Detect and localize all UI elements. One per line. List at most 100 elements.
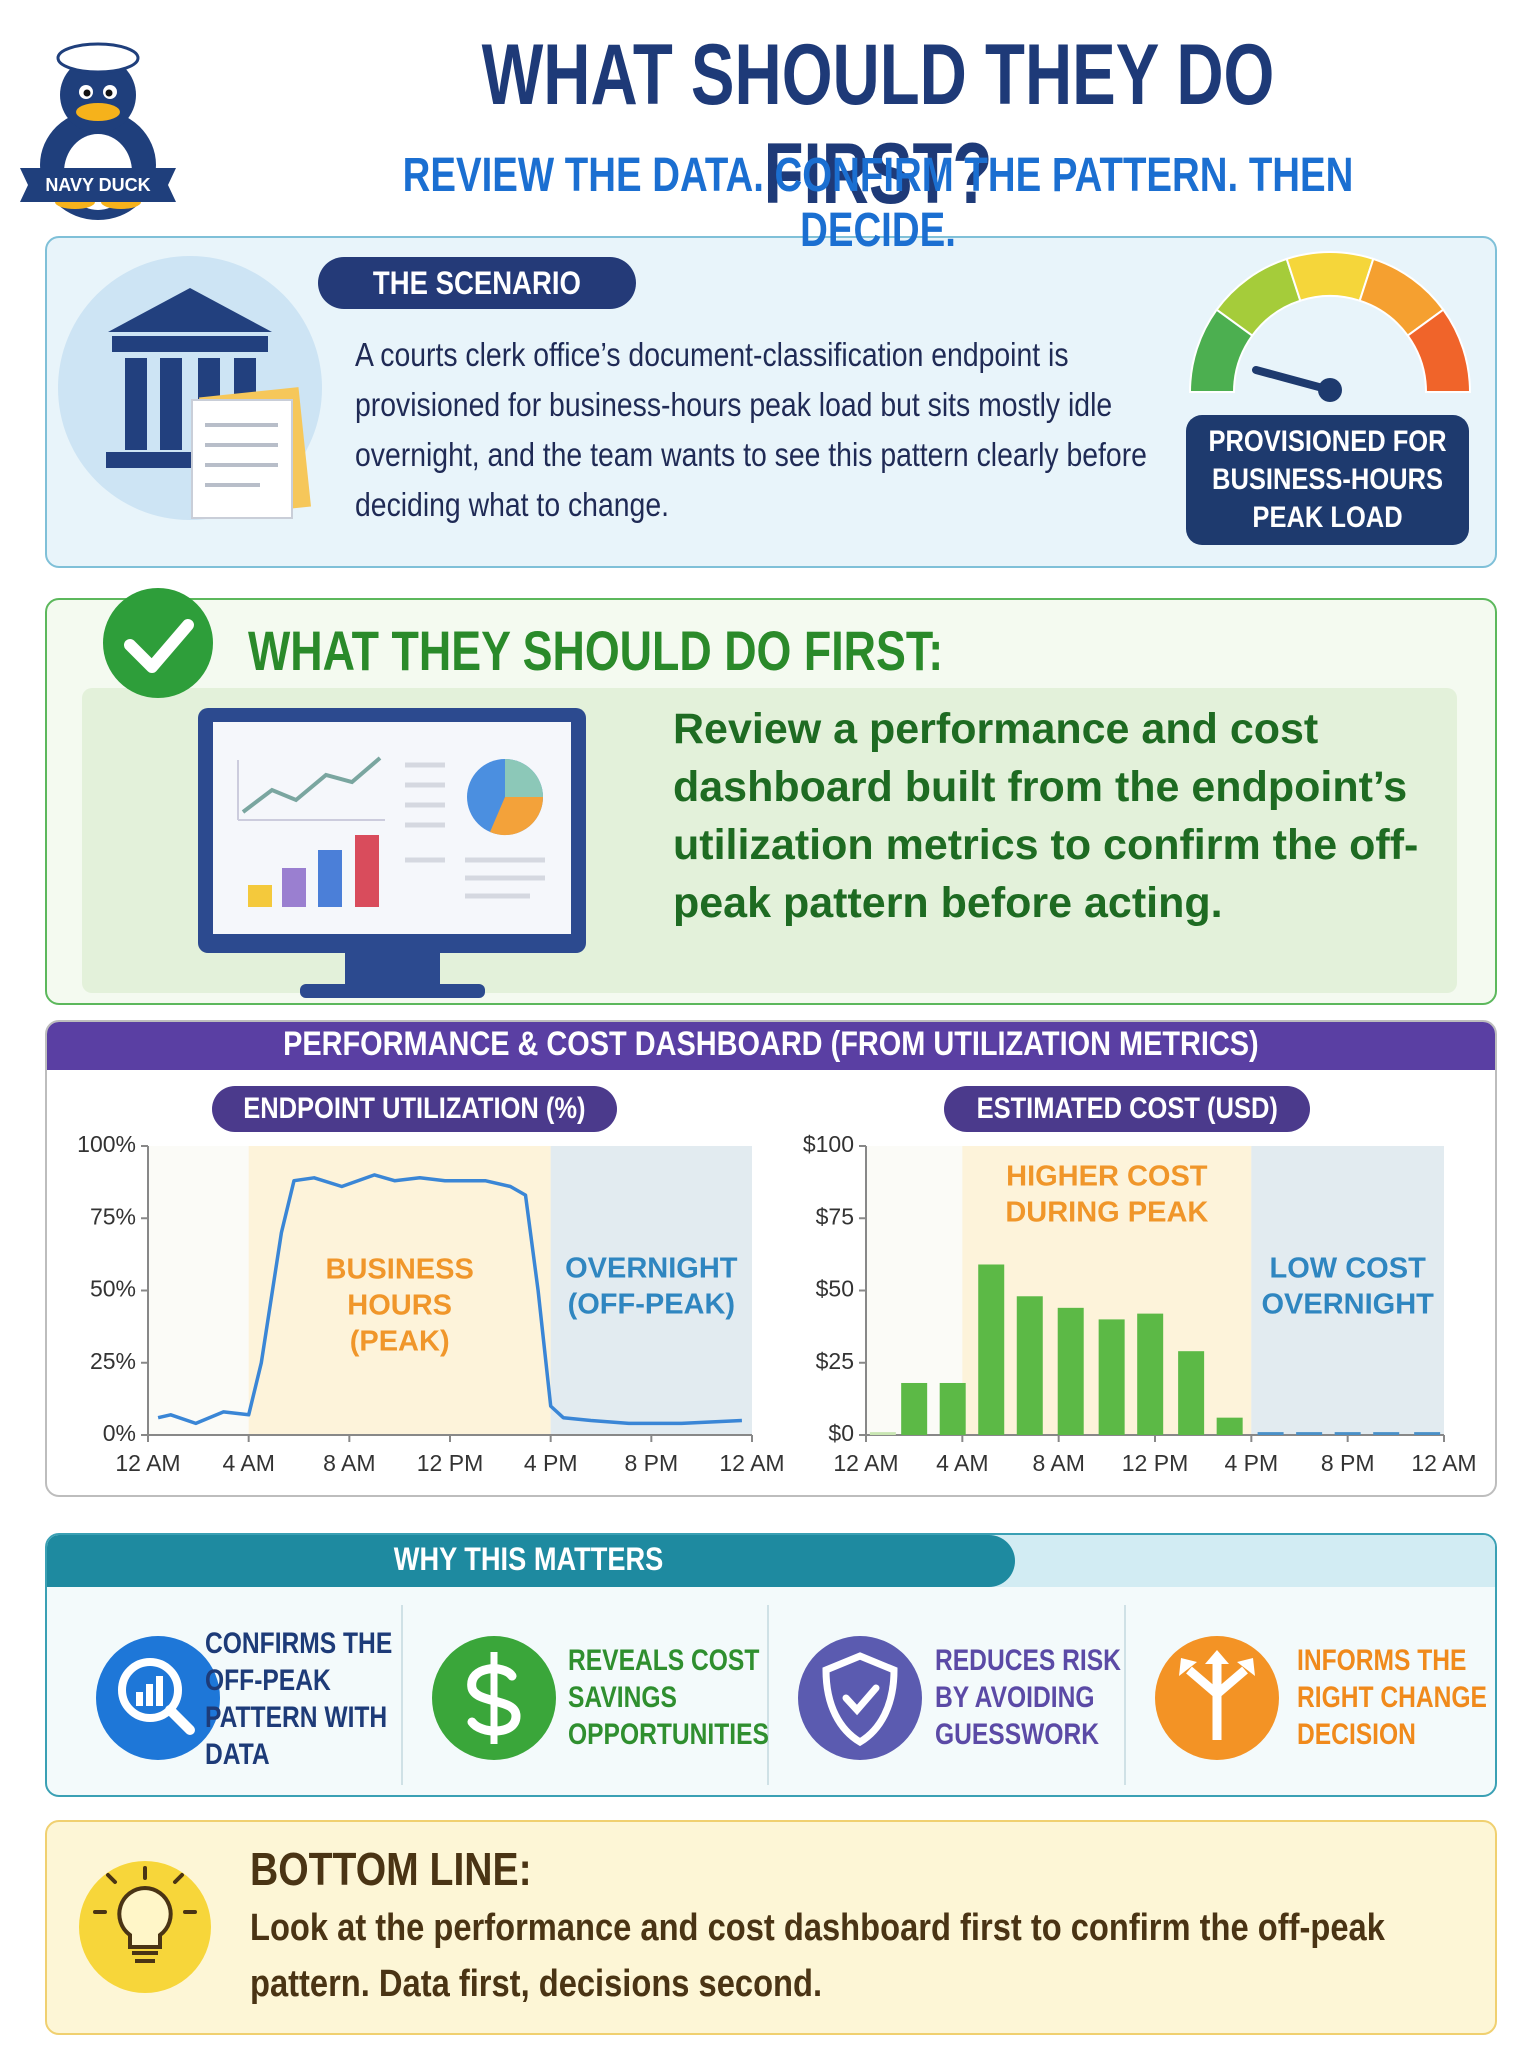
why-title: WHY THIS MATTERS [394, 1541, 664, 1577]
scenario-pill: THE SCENARIO [318, 257, 636, 309]
why-title-wrap: WHY THIS MATTERS [45, 1533, 1013, 1585]
region [1251, 1146, 1444, 1435]
sailor-hat [56, 42, 140, 74]
duck-beak [76, 103, 120, 121]
why-icons [96, 1605, 1279, 1785]
why-header-pill [47, 1535, 1015, 1587]
region-label: LOW COST [1270, 1253, 1427, 1285]
region-label: BUSINESS [326, 1254, 474, 1286]
gauge [1188, 251, 1472, 393]
region-label: (OFF-PEAK) [568, 1289, 736, 1321]
gauge-segment [1406, 308, 1472, 393]
region-label: (PEAK) [350, 1326, 450, 1358]
x-tick-label: 12 PM [1122, 1450, 1188, 1476]
gauge-needle [1252, 366, 1334, 394]
bottom-text: Look at the performance and cost dashboa… [250, 1907, 1385, 2005]
y-tick-label: 0% [103, 1420, 136, 1446]
bar [939, 1382, 966, 1435]
bulb [117, 1885, 173, 1949]
x-tick-label: 8 AM [323, 1450, 375, 1476]
document [191, 399, 293, 519]
chart-title: ESTIMATED COST (USD) [976, 1092, 1278, 1125]
bar [1373, 1432, 1400, 1435]
mini-bar [355, 835, 379, 907]
check-mark [124, 619, 194, 673]
bottom-panel [45, 1820, 1497, 2035]
bottom-heading: BOTTOM LINE: [250, 1843, 532, 1895]
logo-text: NAVY DUCK [45, 175, 150, 195]
x-tick-label: 8 PM [624, 1450, 678, 1476]
bar [978, 1264, 1005, 1435]
why-item-text: REDUCES RISK BY AVOIDING GUESSWORK [935, 1644, 1121, 1751]
pediment [108, 288, 272, 332]
mini-pie-slice [490, 797, 544, 836]
bottom-heading-wrap: BOTTOM LINE: [250, 1842, 581, 1896]
bar [1137, 1313, 1164, 1435]
region-label: HOURS [347, 1290, 452, 1322]
why-item-text: CONFIRMS THE OFF-PEAK PATTERN WITH DATA [205, 1627, 393, 1771]
page-title: WHAT SHOULD THEY DO FIRST? [481, 27, 1275, 222]
column [125, 358, 147, 450]
region [550, 1146, 752, 1435]
x-tick-label: 4 PM [1224, 1450, 1278, 1476]
column [160, 358, 182, 450]
monitor-neck [345, 953, 440, 987]
mini-bar [318, 850, 342, 907]
region [248, 1146, 551, 1435]
entablature [112, 336, 268, 352]
gauge-knob [1318, 378, 1342, 402]
y-tick-label: 50% [90, 1276, 136, 1302]
y-tick-label: 100% [77, 1131, 136, 1157]
scenario-label: THE SCENARIO [373, 265, 581, 301]
x-tick-label: 12 AM [719, 1450, 784, 1476]
logo: NAVY DUCK [20, 42, 176, 220]
first-heading-wrap: WHAT THEY SHOULD DO FIRST: [248, 618, 1117, 683]
bar [901, 1382, 928, 1435]
x-tick-label: 12 AM [115, 1450, 180, 1476]
mini-bar [282, 868, 306, 907]
bar [1334, 1432, 1361, 1435]
chart-pill: ESTIMATED COST (USD) [944, 1086, 1310, 1132]
region-label: DURING PEAK [1005, 1197, 1208, 1229]
courthouse-icon [58, 256, 322, 520]
badge: PROVISIONED FOR BUSINESS-HOURS PEAK LOAD [1186, 415, 1469, 545]
bar [1098, 1319, 1125, 1435]
chart-title: ENDPOINT UTILIZATION (%) [243, 1092, 586, 1125]
monitor-icon [198, 708, 586, 998]
region-label: OVERNIGHT [1261, 1289, 1434, 1321]
dashboard-title: PERFORMANCE & COST DASHBOARD (FROM UTILI… [283, 1025, 1259, 1063]
why-header-bar [47, 1535, 1495, 1587]
x-tick-label: 8 AM [1032, 1450, 1084, 1476]
x-tick-label: 4 AM [936, 1450, 988, 1476]
x-tick-label: 12 AM [833, 1450, 898, 1476]
dash-title-wrap: PERFORMANCE & COST DASHBOARD (FROM UTILI… [45, 1020, 1497, 1068]
why-item-text: REVEALS COST SAVINGS OPPORTUNITIES [568, 1644, 769, 1751]
mini-line [241, 756, 382, 814]
y-tick-label: $100 [803, 1131, 854, 1157]
chart-pill: ENDPOINT UTILIZATION (%) [212, 1086, 617, 1132]
bar [1296, 1432, 1323, 1435]
logo-banner [20, 168, 176, 202]
x-tick-label: 4 PM [524, 1450, 578, 1476]
duck-pupil [105, 89, 113, 97]
check-circle [103, 588, 213, 698]
badge-text: PROVISIONED FOR BUSINESS-HOURS PEAK LOAD [1208, 425, 1447, 534]
bar [1216, 1417, 1243, 1435]
mini-bar [248, 885, 272, 907]
duck-pupil [83, 89, 91, 97]
x-tick-label: 12 PM [417, 1450, 483, 1476]
page-subtitle: REVIEW THE DATA. CONFIRM THE PATTERN. TH… [402, 149, 1354, 257]
first-heading: WHAT THEY SHOULD DO FIRST: [248, 619, 944, 682]
why-icon-glyph [822, 1652, 898, 1747]
why-item-text: INFORMS THE RIGHT CHANGE DECISION [1297, 1644, 1487, 1751]
bar [1178, 1351, 1205, 1435]
bar [869, 1432, 896, 1435]
region-label: OVERNIGHT [565, 1253, 738, 1285]
scenario-text: A courts clerk office’s document-classif… [355, 336, 1147, 523]
region-label: HIGHER COST [1006, 1161, 1208, 1193]
bar [1257, 1432, 1284, 1435]
x-tick-label: 4 AM [222, 1450, 274, 1476]
gauge-segment [1285, 251, 1375, 302]
